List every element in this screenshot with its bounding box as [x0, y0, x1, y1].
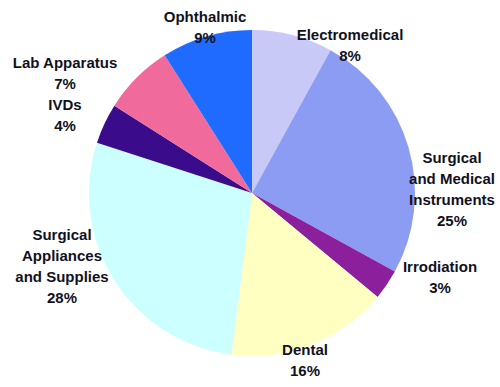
pie-slice	[165, 30, 252, 193]
value-label: 7%	[54, 75, 76, 92]
pie-slice	[232, 193, 378, 356]
slice-label: Ophthalmic	[164, 8, 247, 25]
slices	[89, 30, 415, 356]
slice-label: Irrodiation	[403, 258, 477, 275]
value-label: 3%	[429, 279, 451, 296]
value-label: 4%	[54, 117, 76, 134]
value-label: 28%	[47, 289, 77, 306]
value-label: 8%	[339, 47, 361, 64]
slice-label: Surgicaland MedicalInstruments	[409, 149, 495, 208]
chart: Electromedical 8% Surgicaland MedicalInstr…	[0, 0, 500, 387]
slice-label: Lab Apparatus	[13, 54, 117, 71]
value-label: 16%	[290, 362, 320, 379]
slice-label: Electromedical	[297, 26, 404, 43]
slice-label: SurgicalAppliancesand Supplies	[15, 226, 108, 285]
value-label: 25%	[437, 212, 467, 229]
value-label: 9%	[194, 29, 216, 46]
slice-label: IVDs	[48, 96, 81, 113]
slice-label: Dental	[282, 341, 328, 358]
